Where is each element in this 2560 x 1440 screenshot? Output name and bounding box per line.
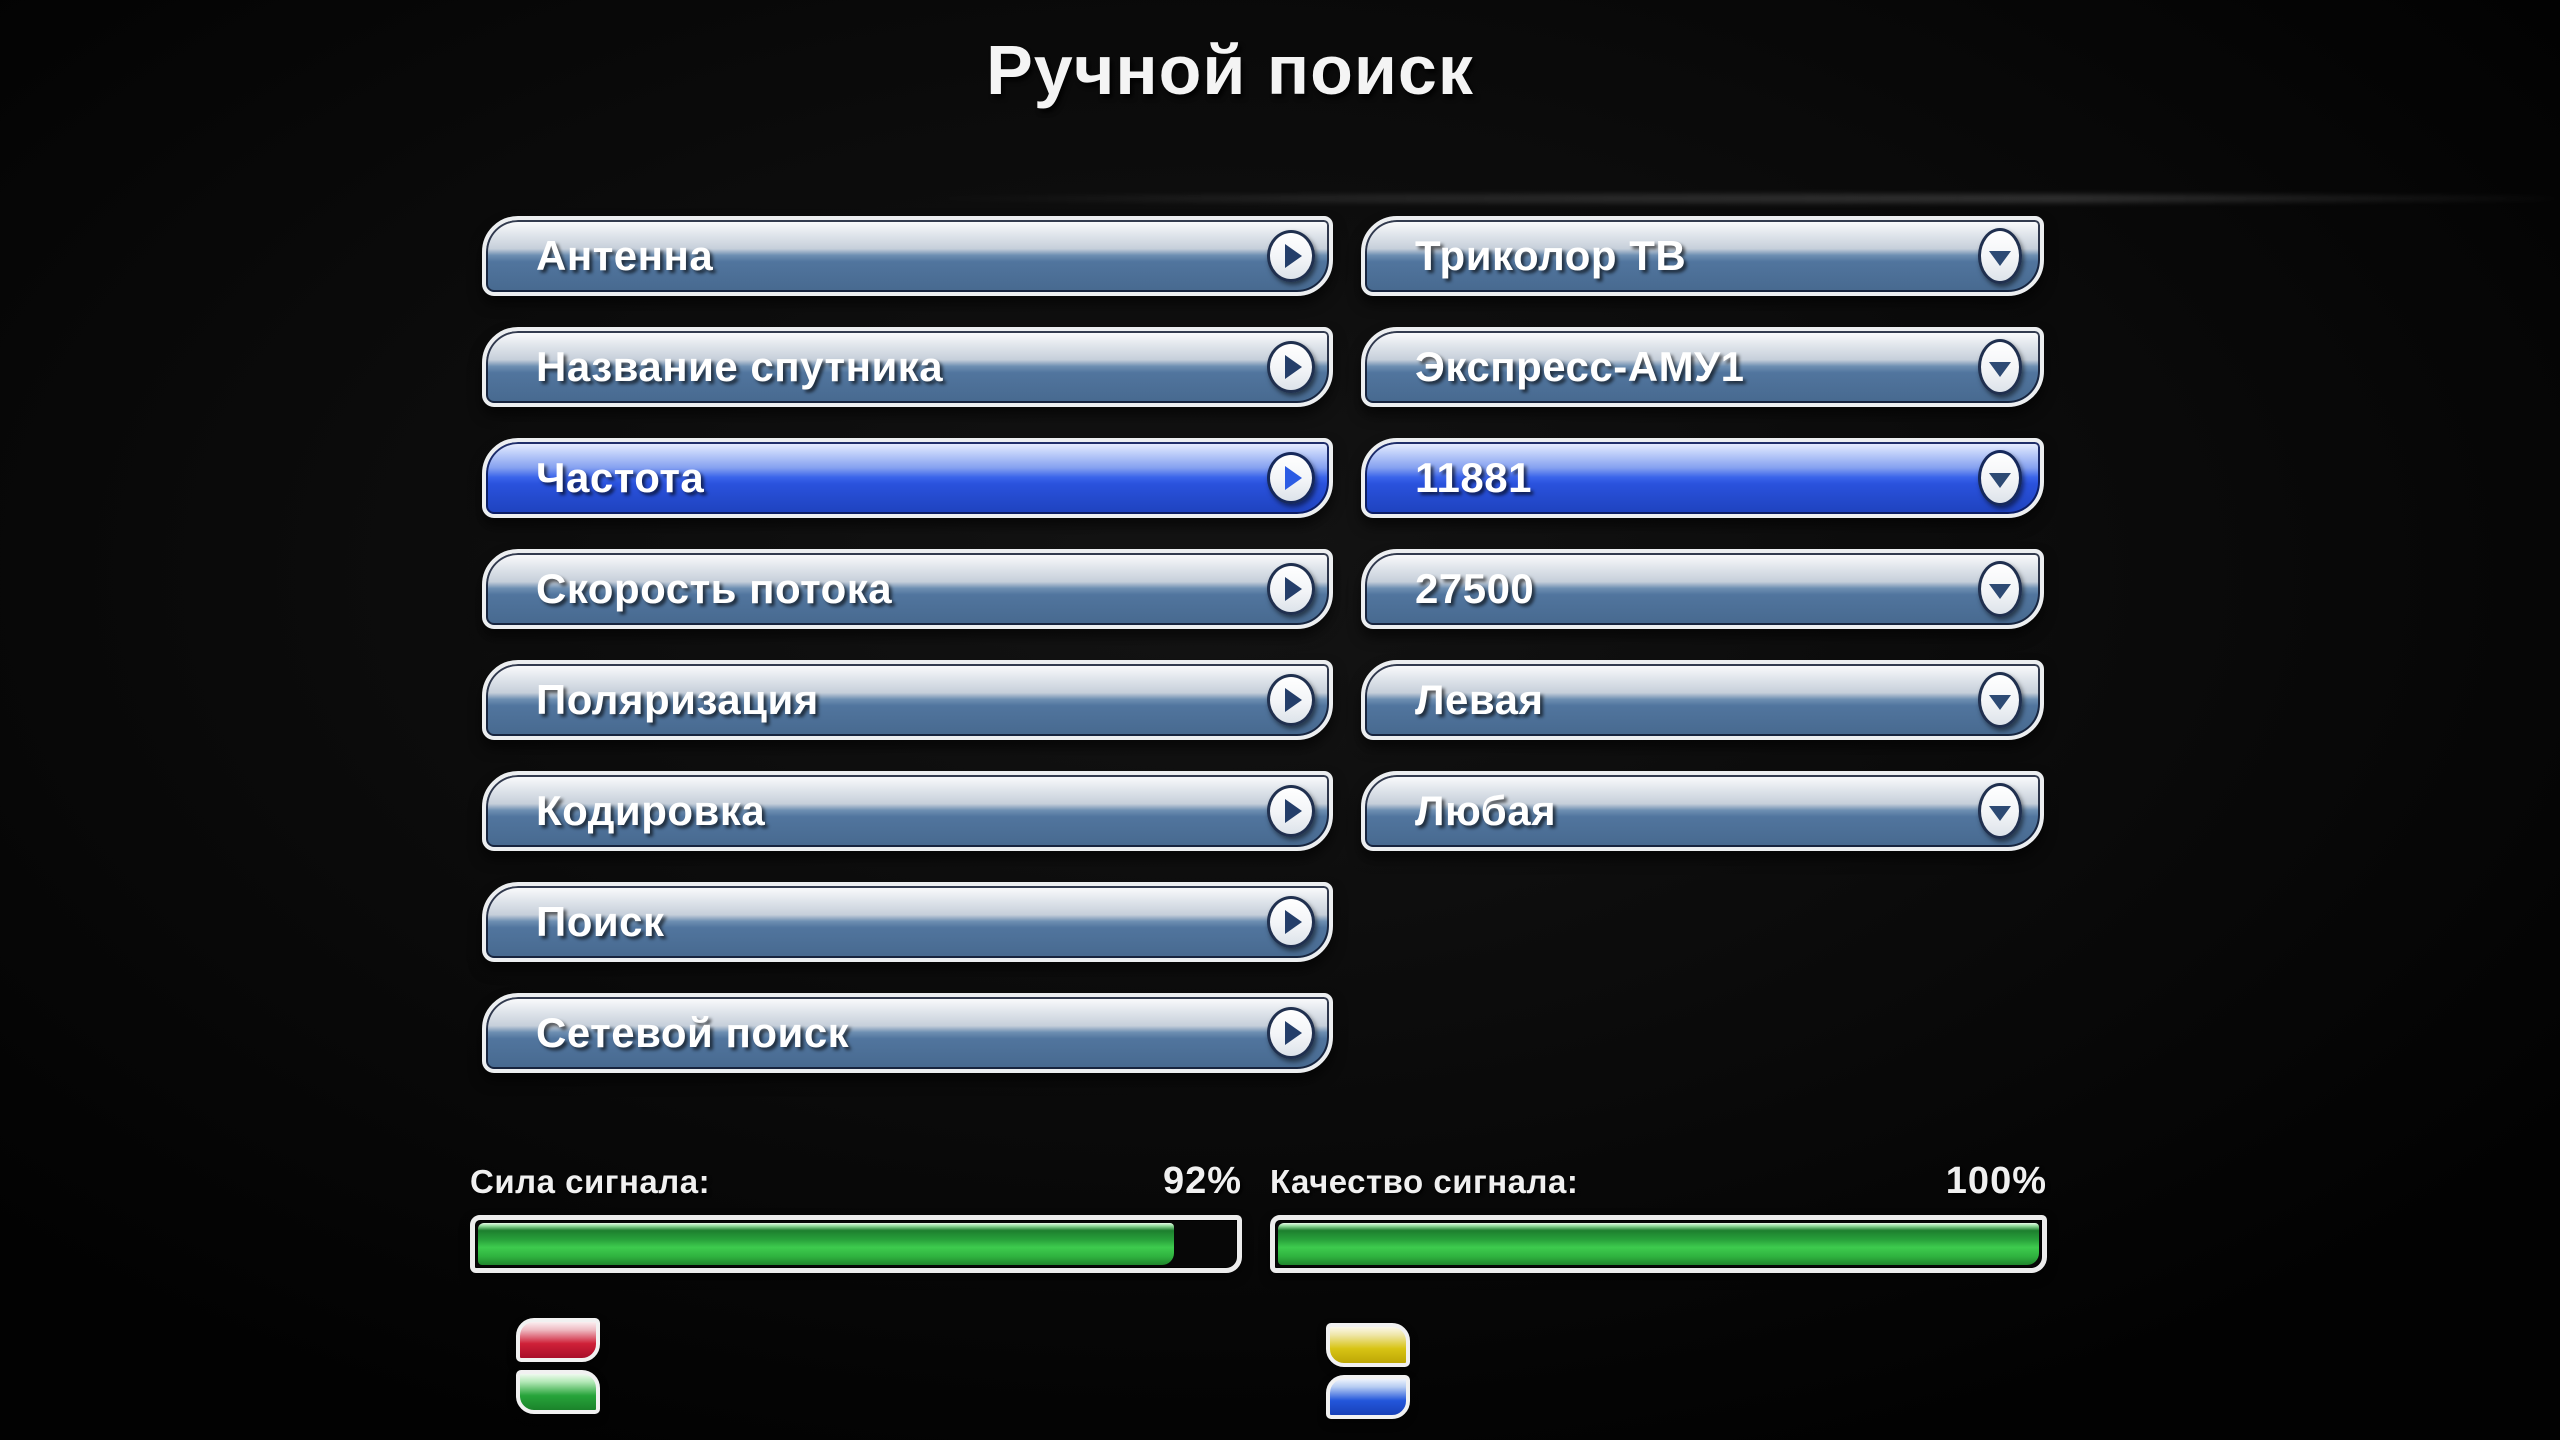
triangle-glyph xyxy=(1989,805,2011,821)
form-row: Антенна Триколор ТВ xyxy=(482,216,2044,296)
screen-reflection xyxy=(880,194,2560,203)
signal-percent: 100% xyxy=(1945,1160,2047,1202)
parameter-label: Поляризация xyxy=(536,676,819,723)
arrow-right-icon xyxy=(1267,230,1315,282)
parameter-button[interactable]: Кодировка xyxy=(482,771,1333,851)
signal-header: Сила сигнала: 92% xyxy=(470,1160,1242,1203)
signal-percent: 92% xyxy=(1162,1160,1242,1202)
arrow-right-icon xyxy=(1267,341,1315,393)
parameter-label: Скорость потока xyxy=(536,565,893,612)
signal-header: Качество сигнала: 100% xyxy=(1270,1160,2047,1203)
value-label: 11881 xyxy=(1415,454,1532,501)
value-dropdown[interactable]: 27500 xyxy=(1361,549,2044,629)
parameter-button[interactable]: Поиск xyxy=(482,882,1333,962)
search-parameters-form: Антенна Триколор ТВ Название спутника Эк… xyxy=(482,216,2044,1073)
arrow-right-icon xyxy=(1267,896,1315,948)
chevron-down-icon xyxy=(1978,339,2022,395)
arrow-right-icon xyxy=(1267,674,1315,726)
arrow-right-icon xyxy=(1267,1007,1315,1059)
green-remote-button-icon xyxy=(516,1370,600,1414)
value-dropdown[interactable]: Левая xyxy=(1361,660,2044,740)
parameter-label: Поиск xyxy=(536,898,665,945)
form-row: Частота 11881 xyxy=(482,438,2044,518)
chevron-down-icon xyxy=(1978,783,2022,839)
red-remote-button-icon xyxy=(516,1318,600,1362)
parameter-button[interactable]: Скорость потока xyxy=(482,549,1333,629)
parameter-label: Сетевой поиск xyxy=(536,1009,850,1056)
form-row: Поиск xyxy=(482,882,2044,962)
value-label: Любая xyxy=(1415,787,1557,834)
signal-bar xyxy=(1270,1215,2047,1273)
value-label: Левая xyxy=(1415,676,1544,723)
signal-indicator: Качество сигнала: 100% xyxy=(1270,1160,2047,1273)
triangle-glyph xyxy=(1285,688,1302,712)
form-row: Скорость потока 27500 xyxy=(482,549,2044,629)
blue-remote-button-icon xyxy=(1326,1375,1410,1419)
page-title: Ручной поиск xyxy=(986,31,1474,109)
signal-bar-fill xyxy=(1278,1223,2039,1265)
remote-color-buttons-hint xyxy=(516,1318,600,1414)
value-label: Триколор ТВ xyxy=(1415,232,1687,279)
chevron-down-icon xyxy=(1978,228,2022,284)
triangle-glyph xyxy=(1989,472,2011,488)
parameter-label: Название спутника xyxy=(536,343,944,390)
parameter-button[interactable]: Сетевой поиск xyxy=(482,993,1333,1073)
form-row: Сетевой поиск xyxy=(482,993,2044,1073)
triangle-glyph xyxy=(1285,1021,1302,1045)
signal-label: Сила сигнала: xyxy=(470,1163,711,1200)
value-dropdown[interactable]: Триколор ТВ xyxy=(1361,216,2044,296)
signal-indicator: Сила сигнала: 92% xyxy=(470,1160,1242,1273)
form-row: Название спутника Экспресс-АМУ1 xyxy=(482,327,2044,407)
value-label: Экспресс-АМУ1 xyxy=(1415,343,1745,390)
value-label: 27500 xyxy=(1415,565,1535,612)
triangle-glyph xyxy=(1285,799,1302,823)
signal-bar-fill xyxy=(478,1223,1174,1265)
triangle-glyph xyxy=(1285,466,1302,490)
triangle-glyph xyxy=(1285,577,1302,601)
arrow-right-icon xyxy=(1267,563,1315,615)
triangle-glyph xyxy=(1989,250,2011,266)
value-dropdown[interactable]: Экспресс-АМУ1 xyxy=(1361,327,2044,407)
triangle-glyph xyxy=(1285,910,1302,934)
form-row: Поляризация Левая xyxy=(482,660,2044,740)
yellow-remote-button-icon xyxy=(1326,1323,1410,1367)
form-row: Кодировка Любая xyxy=(482,771,2044,851)
parameter-label: Кодировка xyxy=(536,787,766,834)
parameter-button[interactable]: Поляризация xyxy=(482,660,1333,740)
value-dropdown[interactable]: 11881 xyxy=(1361,438,2044,518)
parameter-button[interactable]: Частота xyxy=(482,438,1333,518)
value-dropdown[interactable]: Любая xyxy=(1361,771,2044,851)
chevron-down-icon xyxy=(1978,450,2022,506)
parameter-label: Антенна xyxy=(536,232,714,279)
signal-bar xyxy=(470,1215,1242,1273)
arrow-right-icon xyxy=(1267,452,1315,504)
triangle-glyph xyxy=(1989,361,2011,377)
parameter-label: Частота xyxy=(536,454,705,501)
triangle-glyph xyxy=(1989,694,2011,710)
triangle-glyph xyxy=(1989,583,2011,599)
parameter-button[interactable]: Название спутника xyxy=(482,327,1333,407)
remote-color-buttons-hint xyxy=(1326,1323,1410,1419)
signal-label: Качество сигнала: xyxy=(1270,1163,1579,1200)
chevron-down-icon xyxy=(1978,561,2022,617)
arrow-right-icon xyxy=(1267,785,1315,837)
chevron-down-icon xyxy=(1978,672,2022,728)
parameter-button[interactable]: Антенна xyxy=(482,216,1333,296)
triangle-glyph xyxy=(1285,355,1302,379)
triangle-glyph xyxy=(1285,244,1302,268)
